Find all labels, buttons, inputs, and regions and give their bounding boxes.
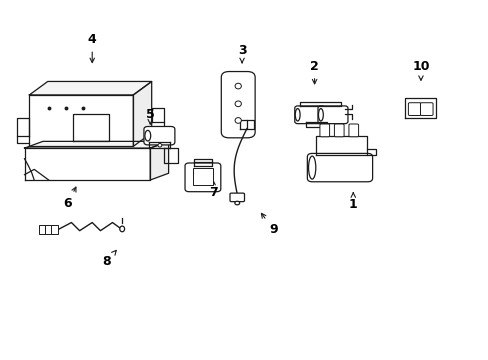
Text: 10: 10	[411, 60, 429, 80]
Ellipse shape	[235, 101, 241, 107]
Polygon shape	[24, 141, 168, 148]
FancyBboxPatch shape	[307, 153, 372, 182]
Ellipse shape	[120, 226, 124, 232]
Text: 6: 6	[63, 187, 76, 210]
Polygon shape	[404, 99, 435, 118]
FancyBboxPatch shape	[407, 103, 420, 116]
Polygon shape	[300, 102, 341, 105]
Polygon shape	[315, 136, 366, 155]
FancyBboxPatch shape	[317, 106, 347, 123]
FancyBboxPatch shape	[420, 103, 432, 116]
Polygon shape	[151, 108, 163, 122]
Polygon shape	[133, 81, 151, 146]
Ellipse shape	[234, 201, 239, 205]
Text: 3: 3	[237, 44, 246, 63]
FancyBboxPatch shape	[319, 124, 329, 137]
Polygon shape	[29, 81, 151, 95]
Text: 1: 1	[348, 193, 357, 211]
Text: 8: 8	[102, 251, 116, 268]
Ellipse shape	[158, 144, 162, 147]
Ellipse shape	[295, 109, 300, 121]
Polygon shape	[193, 159, 212, 166]
Ellipse shape	[235, 83, 241, 89]
FancyBboxPatch shape	[184, 163, 221, 192]
Polygon shape	[240, 120, 253, 129]
Polygon shape	[17, 118, 29, 136]
Polygon shape	[24, 148, 150, 180]
Ellipse shape	[235, 118, 241, 123]
FancyBboxPatch shape	[39, 225, 45, 234]
FancyBboxPatch shape	[229, 193, 244, 202]
Polygon shape	[150, 141, 168, 180]
Text: 5: 5	[145, 108, 154, 124]
Polygon shape	[73, 114, 109, 141]
FancyBboxPatch shape	[193, 168, 212, 185]
Ellipse shape	[318, 109, 323, 121]
FancyBboxPatch shape	[45, 225, 52, 234]
Polygon shape	[306, 122, 326, 127]
FancyBboxPatch shape	[51, 225, 58, 234]
Text: 9: 9	[261, 213, 277, 236]
Text: 2: 2	[309, 60, 318, 84]
Ellipse shape	[308, 156, 315, 179]
Polygon shape	[29, 95, 133, 146]
FancyBboxPatch shape	[334, 124, 344, 137]
Text: 4: 4	[88, 33, 97, 63]
Text: 7: 7	[208, 180, 217, 199]
FancyBboxPatch shape	[143, 126, 175, 145]
FancyBboxPatch shape	[294, 106, 324, 123]
FancyBboxPatch shape	[221, 72, 255, 138]
FancyBboxPatch shape	[348, 124, 358, 137]
Ellipse shape	[144, 130, 150, 141]
